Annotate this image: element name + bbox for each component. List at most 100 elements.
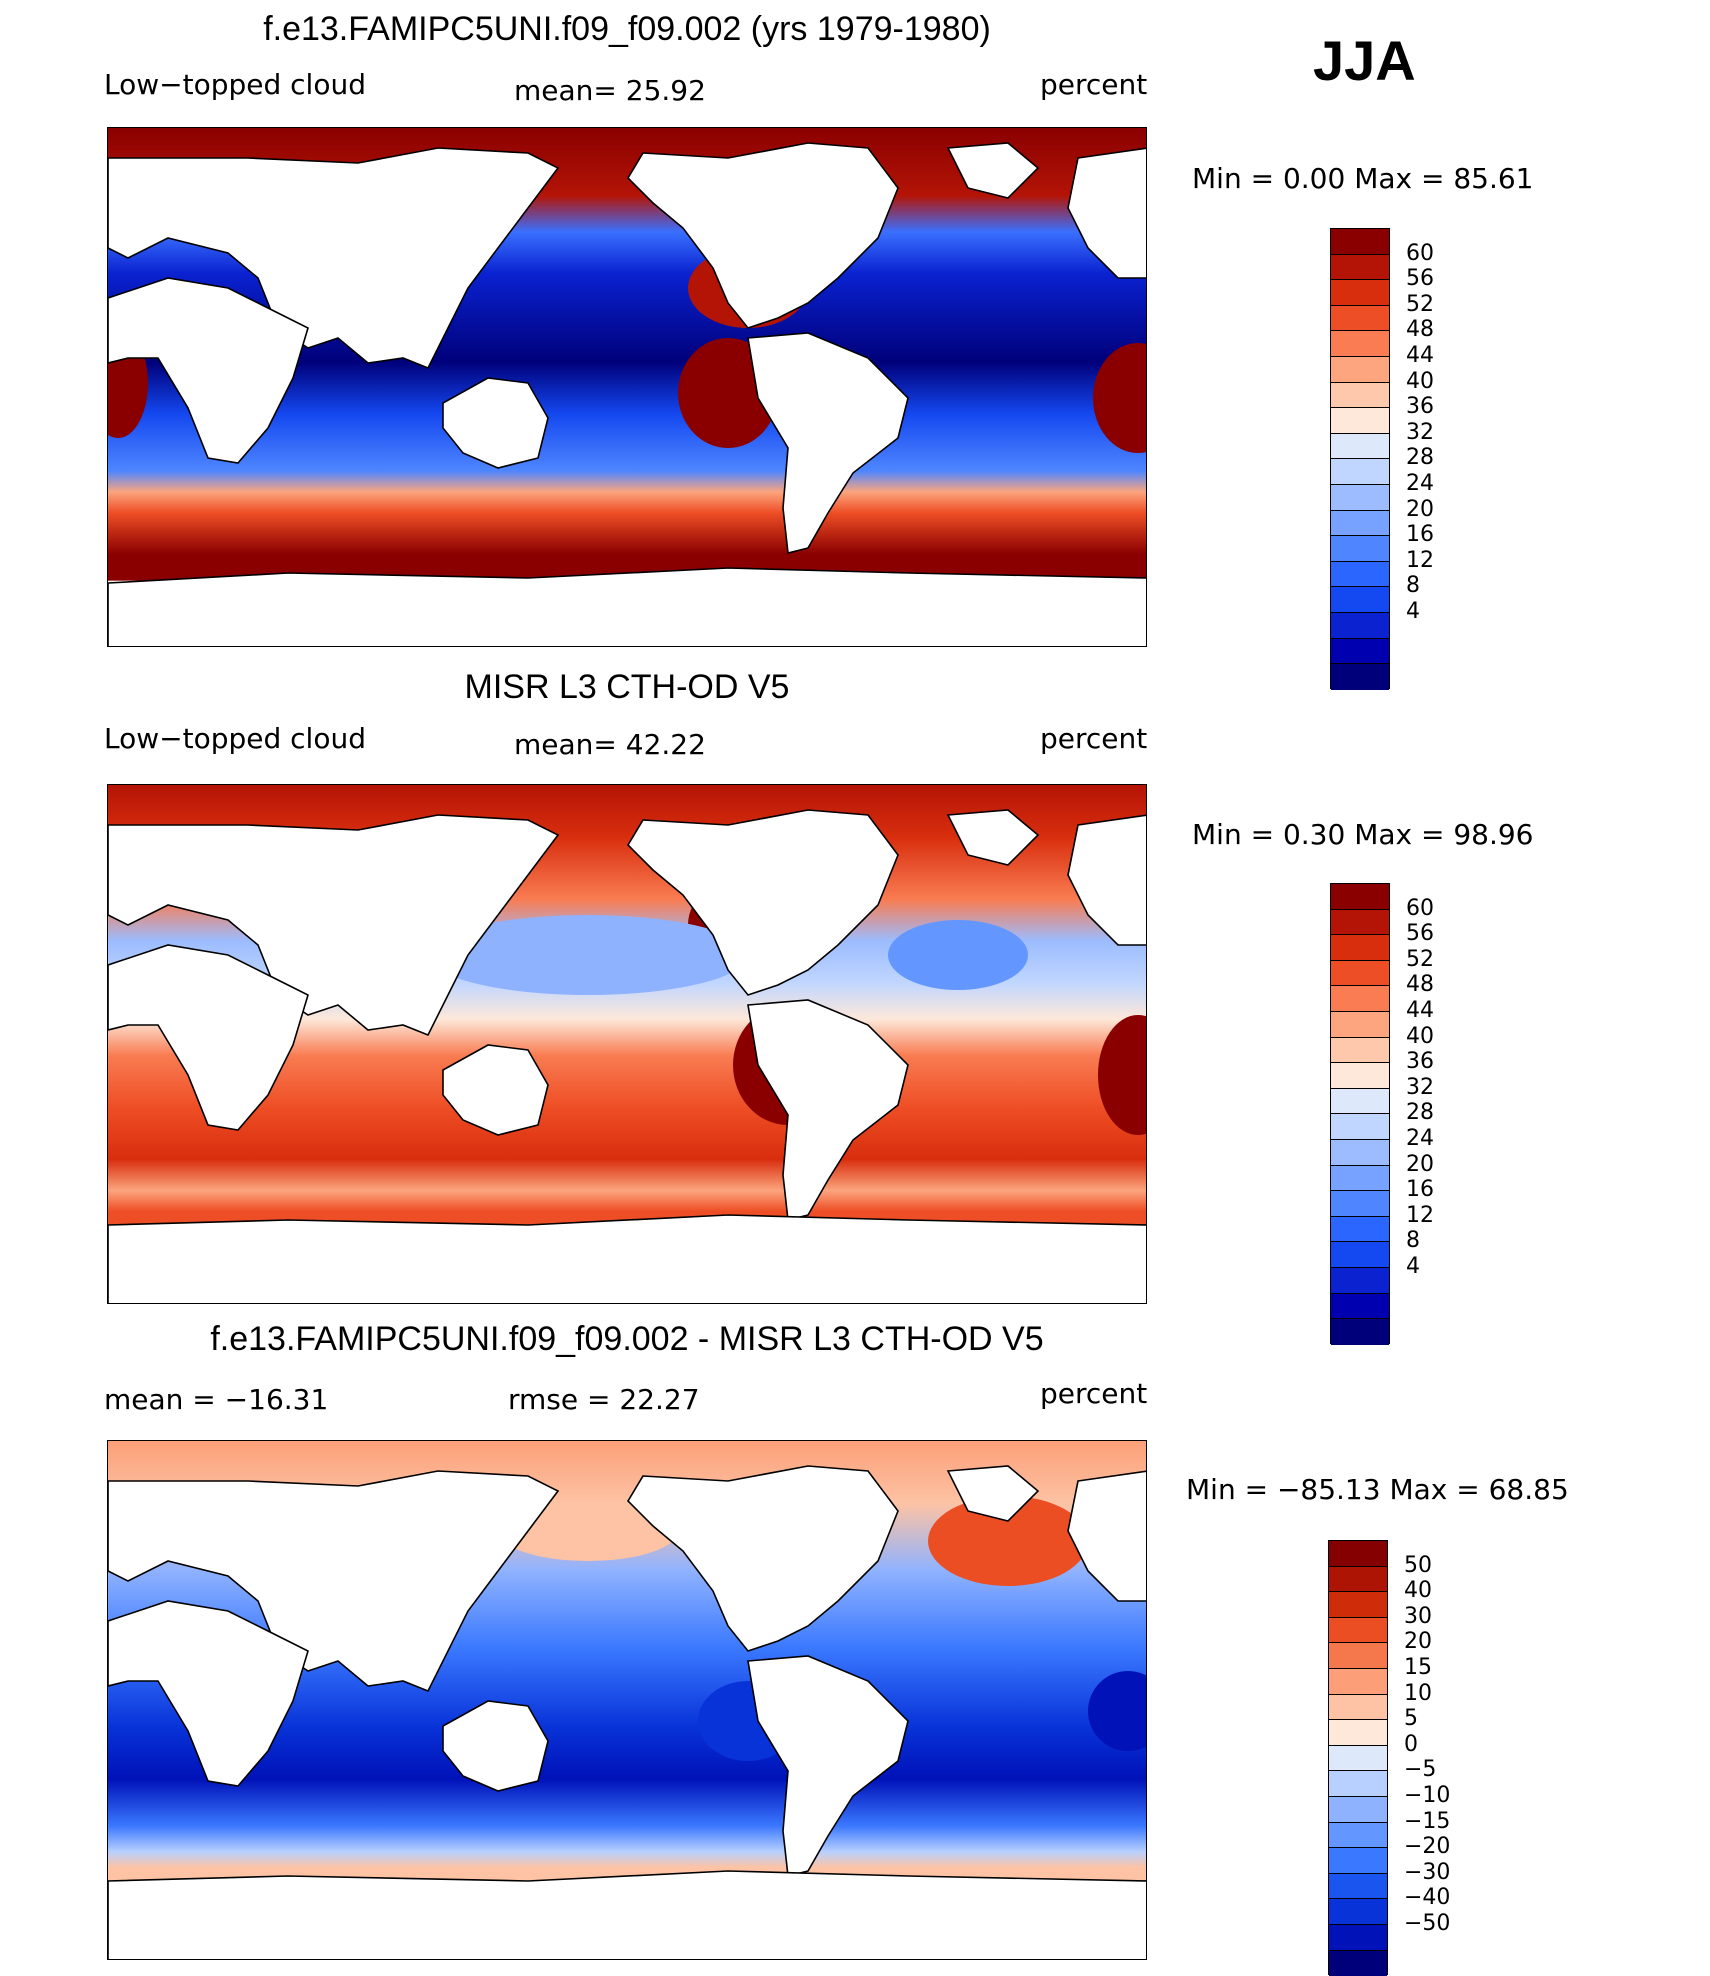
panel3-mean-label: mean = −16.31 bbox=[104, 1383, 328, 1416]
colorbar-tick-label: −40 bbox=[1404, 1885, 1450, 1910]
colorbar-tick-label: 4 bbox=[1406, 599, 1420, 624]
colorbar-segment bbox=[1329, 1874, 1387, 1900]
colorbar-tick-label: 48 bbox=[1406, 972, 1434, 997]
colorbar-tick-label: 36 bbox=[1406, 394, 1434, 419]
colorbar-segment bbox=[1329, 1797, 1387, 1823]
colorbar-segment bbox=[1329, 1618, 1387, 1644]
panel3-map bbox=[107, 1440, 1147, 1960]
season-label: JJA bbox=[1313, 28, 1416, 93]
colorbar-tick-label: 44 bbox=[1406, 998, 1434, 1023]
colorbar-segment bbox=[1331, 664, 1389, 690]
colorbar-tick-label: 56 bbox=[1406, 266, 1434, 291]
panel3-minmax-label: Min = −85.13 Max = 68.85 bbox=[1186, 1473, 1569, 1506]
colorbar-tick-label: 0 bbox=[1404, 1732, 1418, 1757]
colorbar-tick-label: 28 bbox=[1406, 1100, 1434, 1125]
panel2-map bbox=[107, 784, 1147, 1304]
panel2-minmax-label: Min = 0.30 Max = 98.96 bbox=[1192, 818, 1534, 851]
panel2-title: MISR L3 CTH-OD V5 bbox=[0, 668, 1254, 707]
colorbar-tick-label: 4 bbox=[1406, 1254, 1420, 1279]
land-antarctica bbox=[108, 1215, 1147, 1304]
colorbar-segment bbox=[1331, 1166, 1389, 1192]
colorbar-tick-label: 40 bbox=[1406, 1024, 1434, 1049]
colorbar-segment bbox=[1329, 1951, 1387, 1976]
colorbar-segment bbox=[1329, 1669, 1387, 1695]
colorbar-tick-label: −15 bbox=[1404, 1809, 1450, 1834]
colorbar-tick-label: 52 bbox=[1406, 292, 1434, 317]
panel1-units-label: percent bbox=[1040, 68, 1147, 101]
panel3-title: f.e13.FAMIPC5UNI.f09_f09.002 - MISR L3 C… bbox=[0, 1320, 1254, 1359]
colorbar-tick-label: 44 bbox=[1406, 343, 1434, 368]
colorbar-segment bbox=[1331, 229, 1389, 255]
colorbar-segment bbox=[1331, 485, 1389, 511]
colorbar-segment bbox=[1331, 383, 1389, 409]
colorbar-segment bbox=[1331, 1319, 1389, 1345]
colorbar-segment bbox=[1329, 1848, 1387, 1874]
colorbar-tick-label: 16 bbox=[1406, 1177, 1434, 1202]
colorbar-segment bbox=[1331, 910, 1389, 936]
colorbar-tick-label: 10 bbox=[1404, 1681, 1432, 1706]
colorbar-tick-label: −30 bbox=[1404, 1860, 1450, 1885]
colorbar-segment bbox=[1331, 408, 1389, 434]
colorbar-tick-label: 32 bbox=[1406, 420, 1434, 445]
colorbar-segment bbox=[1331, 357, 1389, 383]
colorbar-tick-label: −5 bbox=[1404, 1757, 1436, 1782]
panel1-title: f.e13.FAMIPC5UNI.f09_f09.002 (yrs 1979-1… bbox=[0, 10, 1254, 49]
panel3-colorbar bbox=[1328, 1540, 1388, 1975]
trade-cumulus-atlantic bbox=[888, 920, 1028, 990]
colorbar-tick-label: 30 bbox=[1404, 1604, 1432, 1629]
colorbar-tick-label: 56 bbox=[1406, 921, 1434, 946]
colorbar-segment bbox=[1331, 1012, 1389, 1038]
colorbar-tick-label: 16 bbox=[1406, 522, 1434, 547]
colorbar-tick-label: 12 bbox=[1406, 1203, 1434, 1228]
colorbar-segment bbox=[1331, 1217, 1389, 1243]
colorbar-segment bbox=[1329, 1592, 1387, 1618]
colorbar-tick-label: 20 bbox=[1404, 1629, 1432, 1654]
colorbar-tick-label: 5 bbox=[1404, 1706, 1418, 1731]
colorbar-segment bbox=[1331, 511, 1389, 537]
colorbar-segment bbox=[1329, 1720, 1387, 1746]
colorbar-tick-label: 24 bbox=[1406, 1126, 1434, 1151]
colorbar-tick-label: 60 bbox=[1406, 241, 1434, 266]
colorbar-tick-label: 40 bbox=[1406, 369, 1434, 394]
panel1-minmax-label: Min = 0.00 Max = 85.61 bbox=[1192, 162, 1534, 195]
colorbar-segment bbox=[1331, 1114, 1389, 1140]
colorbar-tick-label: 20 bbox=[1406, 1152, 1434, 1177]
colorbar-tick-label: 28 bbox=[1406, 445, 1434, 470]
colorbar-segment bbox=[1329, 1771, 1387, 1797]
colorbar-segment bbox=[1331, 961, 1389, 987]
panel2-map-svg bbox=[108, 785, 1147, 1304]
panel1-variable-label: Low−topped cloud bbox=[104, 68, 366, 101]
panel2-variable-label: Low−topped cloud bbox=[104, 722, 366, 755]
panel2-colorbar bbox=[1330, 883, 1390, 1344]
colorbar-segment bbox=[1331, 1038, 1389, 1064]
colorbar-tick-label: 32 bbox=[1406, 1075, 1434, 1100]
colorbar-tick-label: −20 bbox=[1404, 1834, 1450, 1859]
colorbar-segment bbox=[1329, 1925, 1387, 1951]
colorbar-segment bbox=[1331, 562, 1389, 588]
colorbar-segment bbox=[1329, 1823, 1387, 1849]
colorbar-segment bbox=[1331, 1268, 1389, 1294]
colorbar-segment bbox=[1331, 1140, 1389, 1166]
colorbar-segment bbox=[1331, 1089, 1389, 1115]
panel1-mean-label: mean= 25.92 bbox=[514, 74, 706, 107]
colorbar-tick-label: 15 bbox=[1404, 1655, 1432, 1680]
colorbar-segment bbox=[1331, 1242, 1389, 1268]
colorbar-segment bbox=[1329, 1643, 1387, 1669]
colorbar-tick-label: 8 bbox=[1406, 573, 1420, 598]
panel1-colorbar bbox=[1330, 228, 1390, 689]
colorbar-segment bbox=[1331, 1063, 1389, 1089]
panel1-map bbox=[107, 127, 1147, 647]
panel2-units-label: percent bbox=[1040, 722, 1147, 755]
colorbar-segment bbox=[1331, 536, 1389, 562]
colorbar-segment bbox=[1331, 935, 1389, 961]
panel3-map-svg bbox=[108, 1441, 1147, 1960]
colorbar-segment bbox=[1331, 306, 1389, 332]
colorbar-tick-label: 40 bbox=[1404, 1578, 1432, 1603]
panel1-map-svg bbox=[108, 128, 1147, 647]
land-antarctica bbox=[108, 1871, 1147, 1960]
colorbar-segment bbox=[1331, 1191, 1389, 1217]
colorbar-segment bbox=[1331, 884, 1389, 910]
colorbar-tick-label: 20 bbox=[1406, 497, 1434, 522]
colorbar-tick-label: 48 bbox=[1406, 317, 1434, 342]
panel3-rmse-label: rmse = 22.27 bbox=[508, 1383, 700, 1416]
